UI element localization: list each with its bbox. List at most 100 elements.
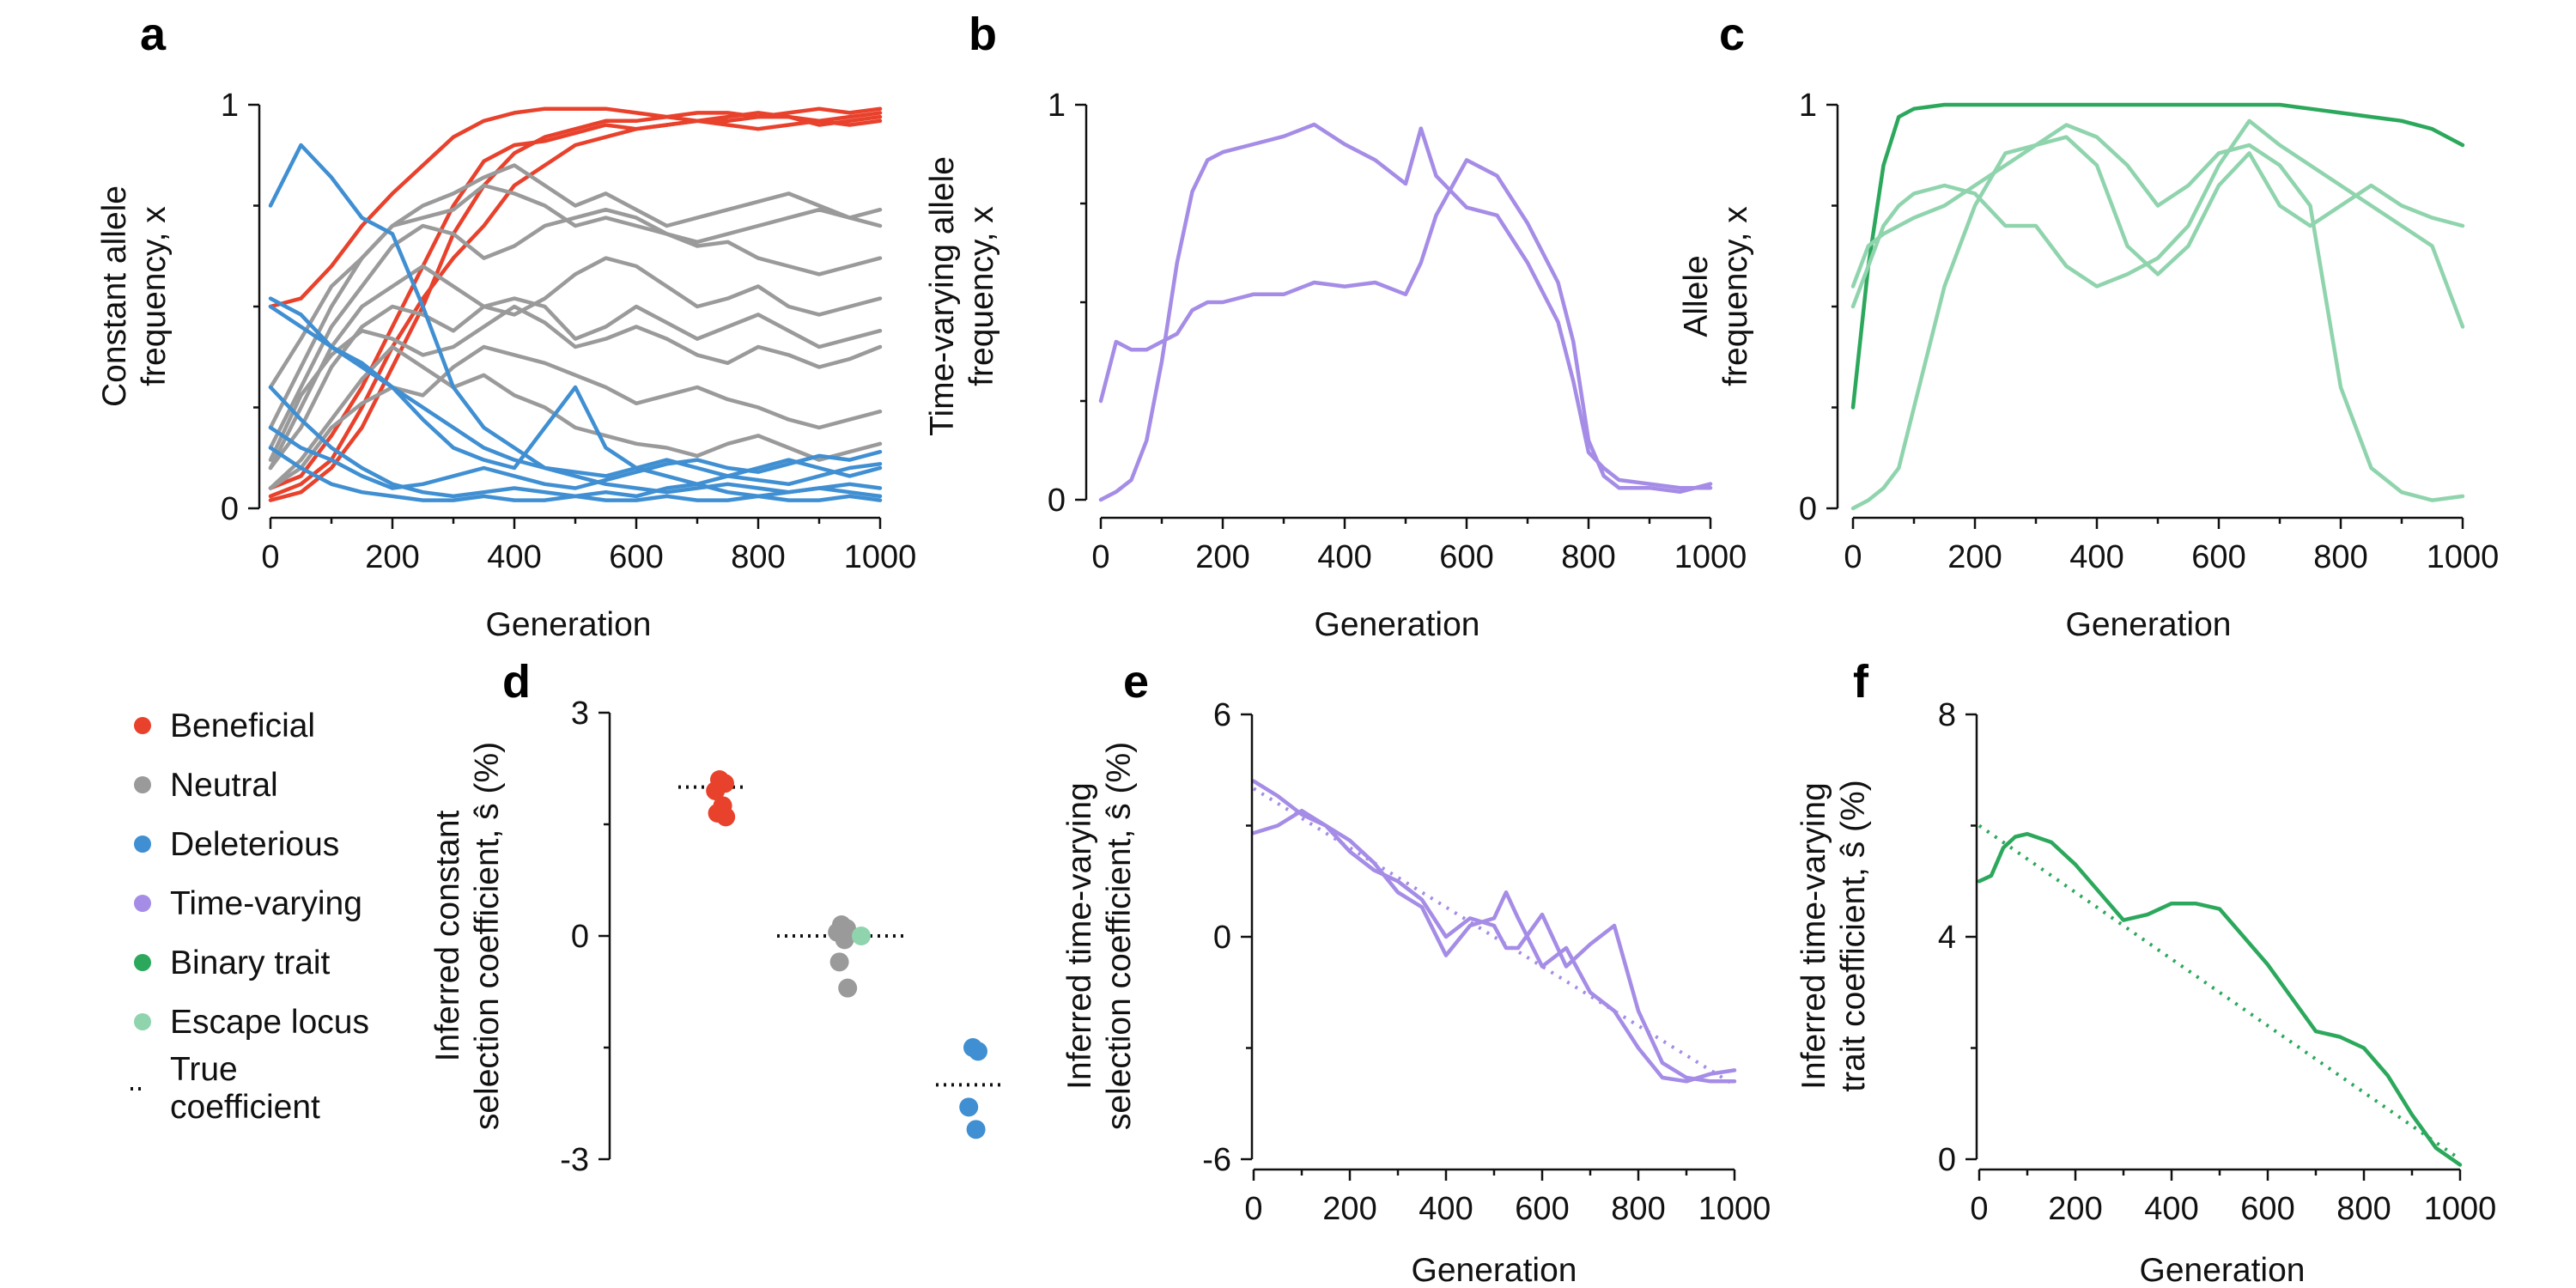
panel-b-xtick-label-1000: 1000 <box>1674 539 1747 575</box>
panel-c-xtick-label-800: 800 <box>2313 539 2367 575</box>
panel-a-series-neutral-8 <box>268 256 883 471</box>
panel-a-series-beneficial-0 <box>268 106 883 309</box>
panel-f-axes: 0 200 400 600 800 1000 8 4 0 <box>1938 697 2496 1227</box>
panel-a-xtick-label-400: 400 <box>487 539 541 575</box>
panel-d-axes: 3 0 -3 <box>560 696 611 1178</box>
panel-f-xtick-label-800: 800 <box>2336 1191 2391 1227</box>
panel-a-xtick-label-1000: 1000 <box>844 539 917 575</box>
panel-c-xtick-label-1000: 1000 <box>2427 539 2500 575</box>
panel-e-ylabel-line1: Inferred time-varying <box>1061 782 1098 1090</box>
legend-marker-3 <box>134 895 151 912</box>
panel-c-series-binary_trait-0 <box>1850 102 2465 410</box>
panel-d-point-deleterious <box>959 1097 979 1117</box>
legend-marker-4 <box>134 954 151 971</box>
panel-a-xlabel: Generation <box>486 606 652 643</box>
panel-e-xtick-label-1000: 1000 <box>1698 1191 1771 1227</box>
legend-label-2: Deleterious <box>170 826 339 863</box>
panel-b-axes: 0 200 400 600 800 1000 0 1 <box>1048 88 1747 575</box>
legend-marker-1 <box>134 776 151 793</box>
panel-a-ytick-label-1: 1 <box>221 88 239 124</box>
panel-c-ytick-label-1: 1 <box>1799 88 1817 124</box>
panel-c-xtick-label-200: 200 <box>1947 539 2002 575</box>
panel-f-xtick-label-400: 400 <box>2144 1191 2198 1227</box>
legend-label-1: Neutral <box>170 767 278 804</box>
panel-e-series <box>1251 779 1737 1087</box>
legend-items: Beneficial Neutral Deleterious Time-varying… <box>134 708 369 1041</box>
panel-d-ylabel-line2: selection coefficient, ŝ (%) <box>469 742 506 1130</box>
panel-d: 3 0 -3 Inferred constant selection coeffic… <box>429 696 1003 1178</box>
legend-label-3: Time-varying <box>170 885 362 922</box>
panel-f-xtick-label-600: 600 <box>2240 1191 2294 1227</box>
panel-a-series-neutral-5 <box>268 296 883 471</box>
panel-e-series-time_varying-0 <box>1251 779 1737 1084</box>
panel-e-axes: 0 200 400 600 800 1000 6 0 -6 <box>1202 697 1771 1227</box>
panel-label-e: e <box>1123 656 1149 708</box>
panel-c-ytick-label-0: 0 <box>1799 491 1817 527</box>
panel-b-xtick-label-400: 400 <box>1317 539 1371 575</box>
panel-e-xtick-label-600: 600 <box>1515 1191 1569 1227</box>
panel-a-series-deleterious-17 <box>268 446 883 502</box>
panel-d-point-deleterious <box>969 1042 987 1061</box>
panel-a-ytick-label-0: 0 <box>221 491 239 527</box>
legend-marker-0 <box>134 717 151 734</box>
panel-f-xtick-label-200: 200 <box>2048 1191 2102 1227</box>
panel-e-xtick-label-800: 800 <box>1611 1191 1665 1227</box>
panel-f-xtick-label-1000: 1000 <box>2424 1191 2497 1227</box>
panel-c-ylabel-line1: Allele <box>1678 255 1715 337</box>
panel-e-ytick-label-6: 6 <box>1213 697 1231 733</box>
panel-a-ylabel-line2: frequency, x <box>136 206 173 386</box>
panel-c-axes: 0 200 400 600 800 1000 0 1 <box>1799 88 2499 575</box>
panel-a-xtick-label-0: 0 <box>261 539 279 575</box>
panel-d-ylabel-line1: Inferred constant <box>429 811 466 1062</box>
panel-e-xtick-label-200: 200 <box>1322 1191 1376 1227</box>
panel-a-series-deleterious-12 <box>268 143 883 495</box>
panel-a-series-neutral-9 <box>268 344 883 490</box>
legend-true-label-line1: True <box>170 1051 238 1088</box>
panel-f-true-coefficient-line <box>1978 823 2462 1161</box>
legend-marker-2 <box>134 835 151 853</box>
panel-f-xtick-label-0: 0 <box>1970 1191 1988 1227</box>
panel-f-ytick-label-8: 8 <box>1938 697 1956 733</box>
panel-a-series-neutral-7 <box>268 163 883 430</box>
legend-label-0: Beneficial <box>170 708 315 744</box>
panel-label-d: d <box>502 656 531 708</box>
panel-b-xtick-label-200: 200 <box>1195 539 1249 575</box>
panel-f-series <box>1977 823 2463 1167</box>
panel-e-true-coefficient-line <box>1252 787 1736 1087</box>
panel-a-xtick-label-200: 200 <box>365 539 419 575</box>
panel-a-series-beneficial-1 <box>268 111 883 499</box>
panel-e-xtick-label-0: 0 <box>1244 1191 1262 1227</box>
panel-c-xtick-label-600: 600 <box>2191 539 2245 575</box>
panel-b-xtick-label-600: 600 <box>1439 539 1493 575</box>
panel-f-ytick-label-4: 4 <box>1938 920 1956 956</box>
panel-label-a: a <box>140 9 167 60</box>
panel-b-ylabel-line2: frequency, x <box>963 206 1000 386</box>
panel-c-ylabel-line2: frequency, x <box>1717 206 1754 386</box>
panel-f-ytick-label-0: 0 <box>1938 1142 1956 1178</box>
panel-b-xtick-label-800: 800 <box>1561 539 1615 575</box>
panel-label-c: c <box>1719 9 1745 60</box>
panel-e-ytick-label-0: 0 <box>1213 920 1231 956</box>
panel-d-point-escape_locus <box>852 927 871 945</box>
legend-true-label-line2: coefficient <box>170 1089 320 1126</box>
legend-marker-5 <box>134 1013 151 1030</box>
panel-a-series-neutral-10 <box>268 207 883 450</box>
panel-a: 0 200 400 600 800 1000 0 1 Constant allele freq… <box>96 88 916 643</box>
panel-d-marks <box>678 770 1003 1139</box>
panel-e-xlabel: Generation <box>1412 1252 1577 1288</box>
panel-d-point-neutral <box>838 978 858 998</box>
panel-c-xlabel: Generation <box>2066 606 2232 643</box>
panel-e-ylabel-line2: selection coefficient, ŝ (%) <box>1101 742 1138 1130</box>
panel-e-xtick-label-400: 400 <box>1419 1191 1473 1227</box>
panel-b-series <box>1098 122 1713 502</box>
panel-c-series <box>1850 102 2465 511</box>
panel-b-xlabel: Generation <box>1315 606 1480 643</box>
panel-d-point-beneficial <box>706 781 726 800</box>
legend-label-5: Escape locus <box>170 1004 369 1041</box>
panel-label-f: f <box>1853 656 1869 708</box>
panel-e-series-time_varying-1 <box>1251 808 1737 1084</box>
legend: Beneficial Neutral Deleterious Time-varying… <box>131 708 369 1126</box>
panel-d-point-beneficial <box>716 807 736 827</box>
